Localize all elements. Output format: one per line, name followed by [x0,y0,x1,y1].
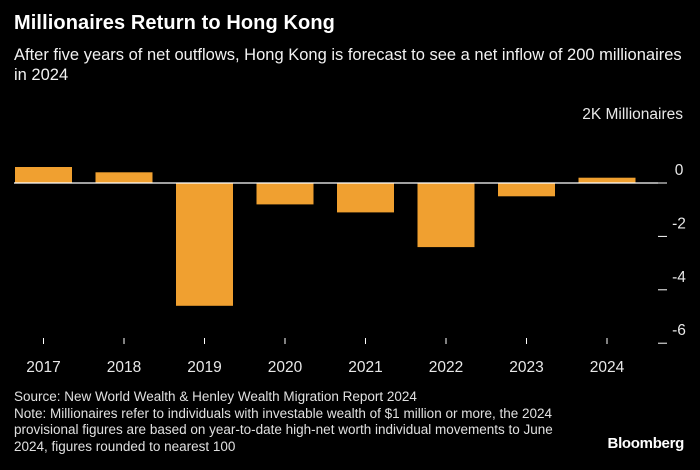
y-tick-label: -6 [672,322,686,339]
x-tick-label-2019: 2019 [187,359,221,376]
chart-title: Millionaires Return to Hong Kong [14,12,335,34]
x-tick-label-2023: 2023 [509,359,543,376]
bar-2019 [176,183,233,306]
x-tick-label-2018: 2018 [107,359,141,376]
x-tick-label-2017: 2017 [26,359,60,376]
bar-2017 [15,167,72,183]
methodology-note: Note: Millionaires refer to individuals … [14,405,553,454]
bar-2022 [417,183,475,248]
x-tick-label-2020: 2020 [268,359,303,376]
bloomberg-logo: Bloomberg [607,435,685,452]
source-note: Source: New World Wealth & Henley Wealth… [14,389,417,404]
y-tick-label: -4 [672,269,686,286]
bar-2021 [337,183,394,213]
x-tick-label-2024: 2024 [590,359,625,376]
x-tick-label-2022: 2022 [429,359,463,376]
bar-2024 [578,177,636,183]
y-tick-label: -2 [672,215,686,232]
y-tick-label: 0 [675,162,684,179]
bar-2023 [498,183,555,197]
bar-2020 [256,183,314,205]
bar-2018 [95,172,153,183]
chart-footer: Source: New World Wealth & Henley Wealth… [14,389,574,455]
chart-subtitle: After five years of net outflows, Hong K… [14,46,682,84]
y-axis-unit-label: 2K Millionaires [582,106,683,123]
x-tick-label-2021: 2021 [348,359,382,376]
